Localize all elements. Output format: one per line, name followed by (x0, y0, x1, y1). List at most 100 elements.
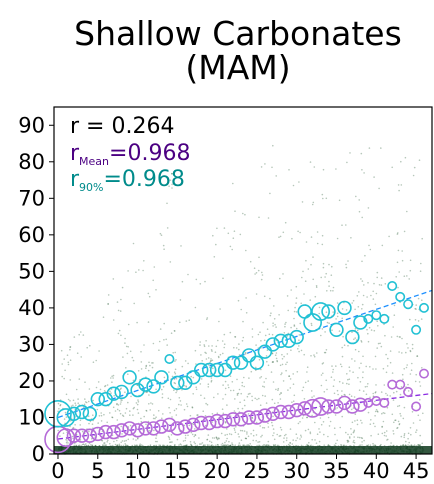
scatter-point (201, 360, 203, 362)
scatter-point (100, 420, 103, 422)
p90-marker (395, 291, 406, 302)
scatter-point (237, 392, 240, 395)
x-tick-label: 25 (244, 459, 271, 483)
scatter-point (420, 318, 423, 320)
scatter-point (173, 371, 176, 374)
scatter-point (278, 435, 281, 437)
scatter-point (339, 426, 342, 429)
scatter-point (354, 337, 357, 339)
scatter-point (152, 342, 155, 345)
plot-frame (53, 106, 433, 455)
scatter-point (370, 294, 372, 297)
scatter-point (72, 437, 74, 440)
scatter-point (205, 358, 208, 360)
scatter-point (168, 185, 170, 187)
scatter-point (263, 381, 266, 383)
mean-marker (130, 423, 145, 438)
scatter-point (362, 371, 364, 373)
scatter-point (380, 345, 383, 348)
scatter-point (72, 426, 75, 429)
mean-marker (387, 379, 398, 390)
scatter-point (210, 379, 213, 382)
scatter-point (378, 284, 381, 286)
scatter-point (79, 419, 82, 422)
scatter-point (358, 436, 361, 439)
scatter-point (351, 302, 354, 304)
scatter-point (77, 398, 79, 400)
scatter-point (389, 361, 392, 364)
y-tick-label: 40 (18, 296, 45, 320)
scatter-point (189, 414, 192, 417)
scatter-point (272, 415, 274, 418)
scatter-point (328, 285, 330, 287)
scatter-point (226, 437, 228, 440)
scatter-point (102, 444, 104, 446)
scatter-point (325, 349, 328, 351)
p90-marker (122, 370, 137, 385)
mean-marker (209, 413, 225, 429)
scatter-point (223, 333, 226, 336)
scatter-point (332, 368, 335, 371)
scatter-point (380, 443, 382, 446)
scatter-point (148, 430, 151, 432)
scatter-point (361, 280, 364, 282)
scatter-point (351, 358, 353, 360)
scatter-point (260, 278, 263, 281)
scatter-point (135, 439, 137, 441)
scatter-point (117, 309, 120, 312)
scatter-point (131, 356, 134, 359)
scatter-point (377, 433, 380, 436)
scatter-point (127, 401, 129, 404)
scatter-point (75, 444, 77, 447)
scatter-point (414, 380, 417, 383)
scatter-point (401, 373, 404, 376)
scatter-point (280, 429, 283, 431)
scatter-point (372, 368, 374, 370)
scatter-point (272, 434, 274, 437)
scatter-point (266, 360, 268, 363)
mean-marker (329, 399, 344, 414)
scatter-point (226, 433, 228, 436)
scatter-point (310, 322, 313, 325)
scatter-point (353, 441, 356, 444)
scatter-point (203, 344, 205, 346)
scatter-point (263, 339, 266, 342)
scatter-point (175, 359, 177, 361)
scatter-point (367, 282, 369, 284)
scatter-point (107, 303, 109, 305)
scatter-point (418, 159, 421, 161)
scatter-point (169, 179, 172, 181)
scatter-point (73, 336, 76, 338)
scatter-point (404, 444, 407, 446)
scatter-point (403, 368, 406, 370)
scatter-point (200, 354, 202, 356)
p90-marker (257, 344, 273, 359)
scatter-point (208, 444, 210, 447)
scatter-point (378, 187, 380, 190)
scatter-point (285, 321, 287, 324)
scatter-point (277, 387, 280, 390)
scatter-point (145, 423, 147, 426)
scatter-point (143, 260, 145, 262)
scatter-point (182, 440, 185, 442)
scatter-point (247, 444, 250, 446)
scatter-point (101, 439, 104, 442)
scatter-point (242, 212, 244, 215)
scatter-point (118, 443, 121, 446)
scatter-point (320, 374, 323, 376)
scatter-point (120, 444, 122, 447)
scatter-point (217, 437, 220, 439)
scatter-point (193, 435, 195, 438)
scatter-point (362, 294, 365, 297)
scatter-point (60, 349, 63, 352)
scatter-point (299, 438, 301, 440)
scatter-point (369, 444, 372, 447)
scatter-point (230, 444, 232, 447)
scatter-point (81, 430, 84, 433)
scatter-point (118, 329, 121, 332)
scatter-point (315, 286, 318, 289)
scatter-point (121, 399, 123, 402)
scatter-point (211, 345, 213, 347)
scatter-point (346, 439, 349, 442)
scatter-point (245, 312, 248, 314)
